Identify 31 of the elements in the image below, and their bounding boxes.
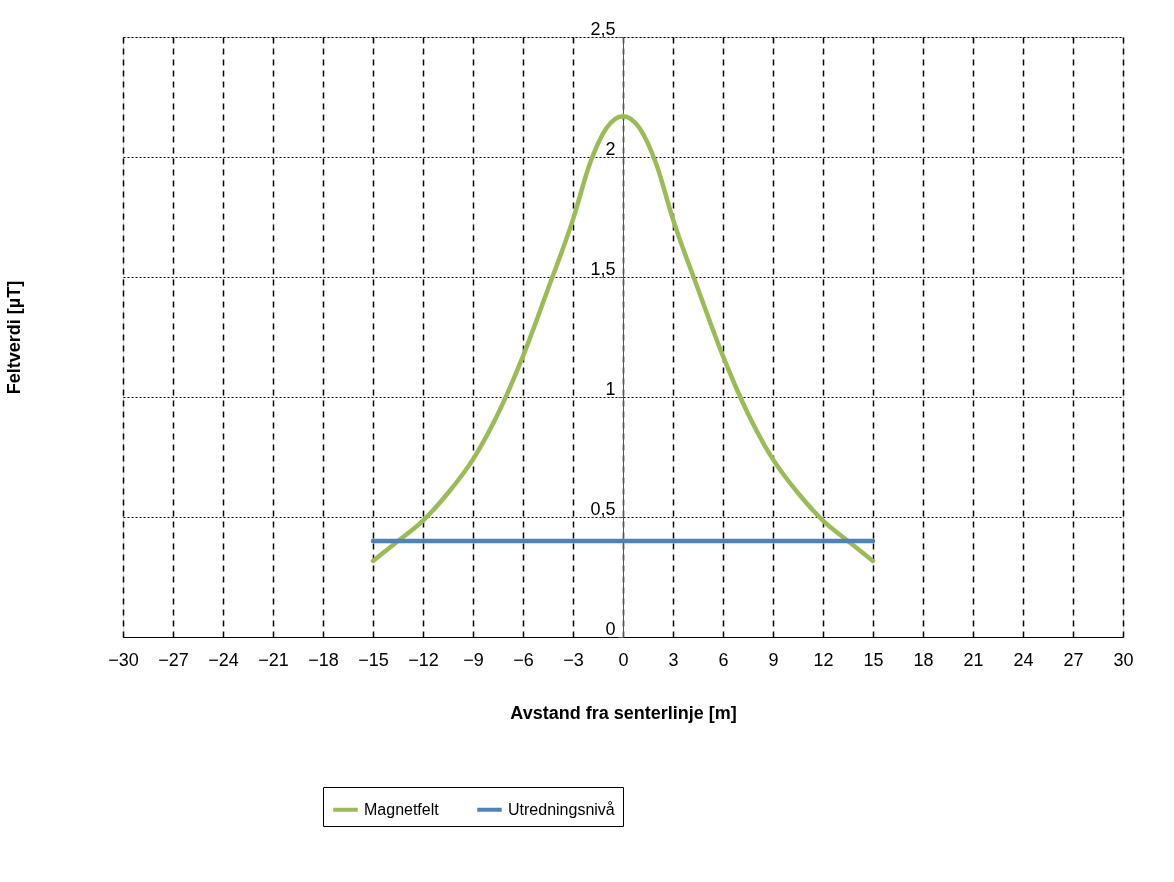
x-tick-label: −3 (563, 649, 584, 670)
x-tick-label: −15 (358, 649, 389, 670)
x-tick-label: 24 (1013, 649, 1034, 670)
legend-label: Magnetfelt (364, 800, 440, 818)
y-tick-label: 1 (605, 378, 616, 399)
x-tick-label: 12 (813, 649, 834, 670)
x-tick-label: 30 (1113, 649, 1134, 670)
x-tick-label: −27 (158, 649, 189, 670)
x-tick-label: −24 (208, 649, 239, 670)
x-tick-label: 21 (963, 649, 984, 670)
x-tick-label: 15 (863, 649, 884, 670)
y-axis-title: Feltverdi [µT] (3, 280, 24, 395)
x-tick-label: −12 (408, 649, 439, 670)
x-tick-label: 0 (618, 649, 629, 670)
x-axis-title: Avstand fra senterlinje [m] (510, 702, 737, 723)
x-tick-label: −18 (308, 649, 339, 670)
x-tick-label: −21 (258, 649, 289, 670)
y-tick-label: 2 (605, 138, 616, 159)
x-tick-label: 6 (718, 649, 729, 670)
x-tick-label: −30 (108, 649, 139, 670)
y-tick-label: 0 (605, 618, 616, 639)
x-tick-label: 18 (913, 649, 934, 670)
x-tick-label: 27 (1063, 649, 1084, 670)
y-tick-label: 1,5 (590, 258, 616, 279)
x-tick-label: −6 (513, 649, 534, 670)
x-tick-label: 3 (668, 649, 679, 670)
x-tick-label: 9 (768, 649, 779, 670)
y-tick-label: 2,5 (590, 18, 616, 39)
legend-label: Utredningsnivå (508, 800, 615, 818)
x-tick-label: −9 (463, 649, 484, 670)
y-tick-label: 0,5 (590, 498, 616, 519)
